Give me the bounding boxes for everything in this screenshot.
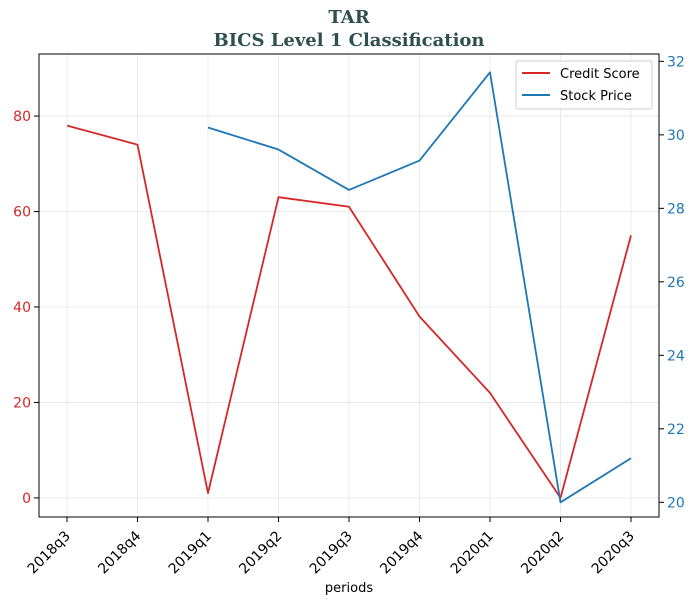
left-tick-label-0: 0 (22, 491, 31, 507)
series-line-stock-price (207, 71, 632, 504)
left-tick-label-60: 60 (13, 205, 31, 221)
series-lines (66, 71, 632, 504)
x-axis-label: periods (325, 581, 373, 596)
chart-subtitle: BICS Level 1 Classification (213, 30, 484, 51)
grid (39, 54, 659, 517)
right-tick-label-24: 24 (667, 348, 685, 364)
right-tick-label-30: 30 (667, 128, 685, 144)
x-tick-label-2020q2: 2020q2 (518, 528, 567, 577)
legend-label-stock-price: Stock Price (560, 89, 632, 104)
x-tick-label-2020q3: 2020q3 (589, 528, 638, 577)
chart-title: TAR (328, 7, 370, 28)
left-tick-label-40: 40 (13, 300, 31, 316)
right-tick-label-28: 28 (667, 201, 685, 217)
right-tick-label-32: 32 (667, 54, 685, 70)
x-tick-label-2020q1: 2020q1 (448, 528, 497, 577)
x-tick-label-2019q1: 2019q1 (166, 528, 215, 577)
x-tick-label-2019q2: 2019q2 (236, 528, 285, 577)
left-tick-label-20: 20 (13, 395, 31, 411)
x-tick-label-2019q3: 2019q3 (307, 528, 356, 577)
x-tick-label-2019q4: 2019q4 (377, 528, 426, 577)
right-tick-label-20: 20 (667, 495, 685, 511)
left-tick-label-80: 80 (13, 109, 31, 125)
right-tick-label-22: 22 (667, 422, 685, 438)
right-tick-label-26: 26 (667, 275, 685, 291)
legend-label-credit-score: Credit Score (560, 67, 640, 82)
legend: Credit Score Stock Price (515, 60, 653, 110)
x-tick-label-2018q4: 2018q4 (95, 528, 144, 577)
x-tick-label-2018q3: 2018q3 (25, 528, 74, 577)
series-line-credit-score (66, 124, 632, 499)
